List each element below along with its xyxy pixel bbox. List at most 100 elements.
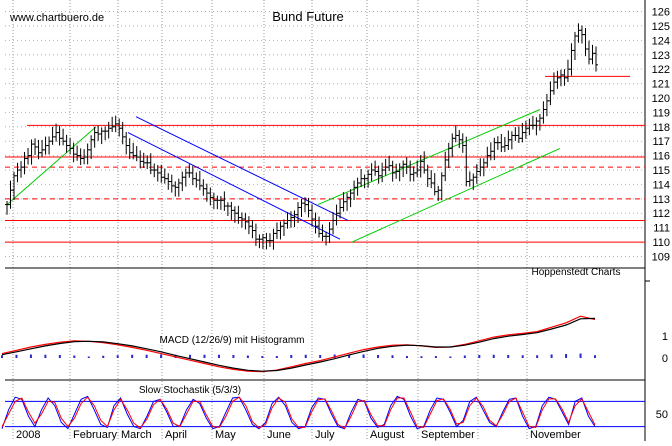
macd-histogram-bar (521, 355, 524, 358)
price-bar (138, 150, 143, 169)
price-bar (446, 142, 451, 169)
price-bar (274, 222, 279, 240)
price-bar (15, 162, 20, 183)
price-bar (29, 139, 34, 165)
price-bar (390, 160, 395, 182)
price-bar (373, 160, 378, 176)
price-bar (85, 143, 90, 165)
macd-histogram-bar (492, 354, 495, 358)
stochastic-series-pct-k-line (1, 395, 596, 430)
price-bar (152, 163, 157, 178)
price-bar (579, 25, 584, 44)
price-bar (257, 234, 262, 249)
macd-histogram-bar (15, 354, 18, 358)
price-bar (267, 233, 272, 247)
price-bar (464, 136, 469, 187)
macd-tick-label: 0 (662, 353, 668, 365)
price-tick-label: 122 (652, 64, 670, 76)
month-label: February (73, 429, 118, 441)
price-bar (359, 169, 364, 188)
price-bar (558, 69, 563, 87)
macd-histogram-bar (189, 354, 192, 358)
macd-histogram-bar (116, 355, 119, 358)
price-bar (117, 118, 122, 137)
watermark-text: www.chartbuero.de (9, 12, 104, 24)
price-bar (169, 174, 174, 193)
price-bar (310, 204, 315, 227)
price-tick-label: 112 (652, 208, 670, 220)
price-bar (345, 192, 350, 211)
macd-histogram-bar (145, 354, 148, 358)
macd-histogram-bar (232, 355, 235, 358)
month-label: April (165, 429, 187, 441)
price-bar (57, 126, 62, 146)
price-bar (313, 212, 318, 234)
price-bar (19, 161, 24, 178)
price-bar (467, 171, 472, 187)
price-bar (162, 168, 167, 184)
price-bar (47, 136, 52, 155)
price-bar (376, 165, 381, 184)
price-bar (236, 205, 241, 224)
price-bar (331, 212, 336, 235)
price-bar (278, 221, 283, 240)
price-bar (103, 126, 108, 141)
price-bar (190, 165, 195, 186)
price-bar (295, 202, 300, 223)
macd-histogram-bar (333, 354, 336, 358)
stochastic-title: Slow Stochastik (5/3/3) (139, 385, 241, 396)
macd-histogram-bar (550, 354, 553, 358)
price-bar (422, 151, 427, 174)
price-bar (366, 169, 371, 188)
macd-histogram-bar (102, 355, 105, 358)
price-bar (541, 101, 546, 124)
price-bar (176, 178, 181, 197)
price-bar (569, 43, 574, 76)
macd-histogram-bar (478, 355, 481, 358)
month-label: May (215, 429, 236, 441)
price-bar (324, 231, 329, 246)
lines-layer (5, 75, 645, 243)
price-bar (110, 116, 115, 132)
price-tick-label: 111 (653, 223, 670, 235)
price-bar (509, 131, 514, 150)
price-bar (124, 131, 129, 155)
price-bar (106, 121, 111, 139)
price-bar (397, 163, 402, 182)
price-bar (565, 59, 570, 83)
price-bar (61, 128, 66, 146)
price-bar (40, 139, 45, 157)
price-bar (537, 114, 542, 131)
price-bar (250, 220, 255, 239)
price-bar (530, 115, 535, 130)
price-bar (594, 46, 598, 72)
month-label: July (315, 429, 335, 441)
price-tick-label: 117 (652, 136, 670, 148)
price-bar (201, 179, 206, 196)
price-bar (478, 158, 483, 177)
price-bar (555, 70, 560, 89)
price-bar (36, 139, 41, 160)
macd-histogram-bar (348, 354, 351, 358)
macd-histogram-bar (160, 354, 163, 358)
price-bar (43, 136, 48, 155)
price-bar (450, 133, 455, 158)
stochastic-panel (1, 395, 645, 430)
price-bar (320, 224, 325, 242)
price-bar (495, 136, 500, 150)
macd-histogram-bar (1, 355, 3, 358)
price-bar (166, 173, 171, 190)
price-bar (127, 138, 132, 160)
price-bar (222, 191, 227, 211)
stochastic-tick-label: 50 (656, 409, 668, 421)
price-bar (194, 172, 199, 188)
macd-histogram-bar (507, 355, 510, 358)
price-bar (26, 147, 31, 165)
price-tick-label: 118 (652, 122, 670, 134)
macd-histogram-bar (246, 355, 249, 358)
axis-labels: 2008 February March April May June July August S… (12, 7, 670, 446)
macd-histogram-bar (275, 356, 278, 358)
month-label: March (121, 429, 152, 441)
price-bar (499, 134, 504, 153)
